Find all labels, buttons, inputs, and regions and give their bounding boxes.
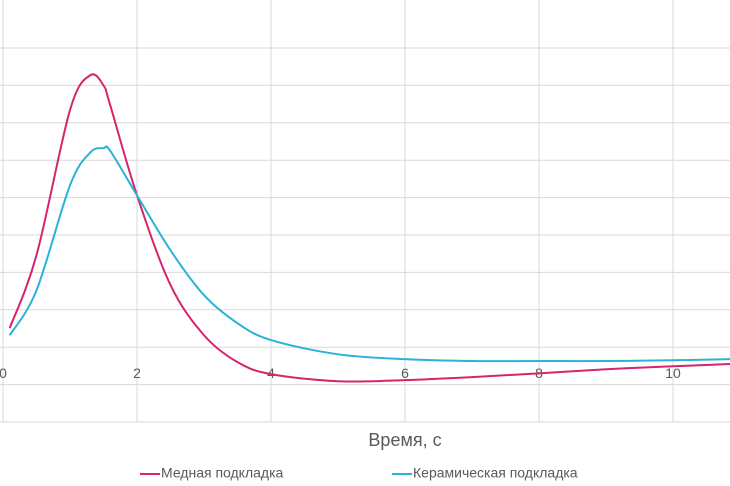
legend-label: Керамическая подкладка [413, 465, 578, 481]
x-axis-title: Время, с [368, 430, 441, 450]
line-series [8, 145, 730, 363]
x-tick-label: 6 [401, 365, 409, 381]
x-tick-label: 0 [0, 365, 7, 381]
legend-label: Медная подкладка [161, 465, 284, 481]
x-tick-label: 10 [665, 365, 681, 381]
x-tick-label: 2 [133, 365, 141, 381]
x-tick-label: 4 [267, 365, 275, 381]
line-series [8, 73, 730, 383]
